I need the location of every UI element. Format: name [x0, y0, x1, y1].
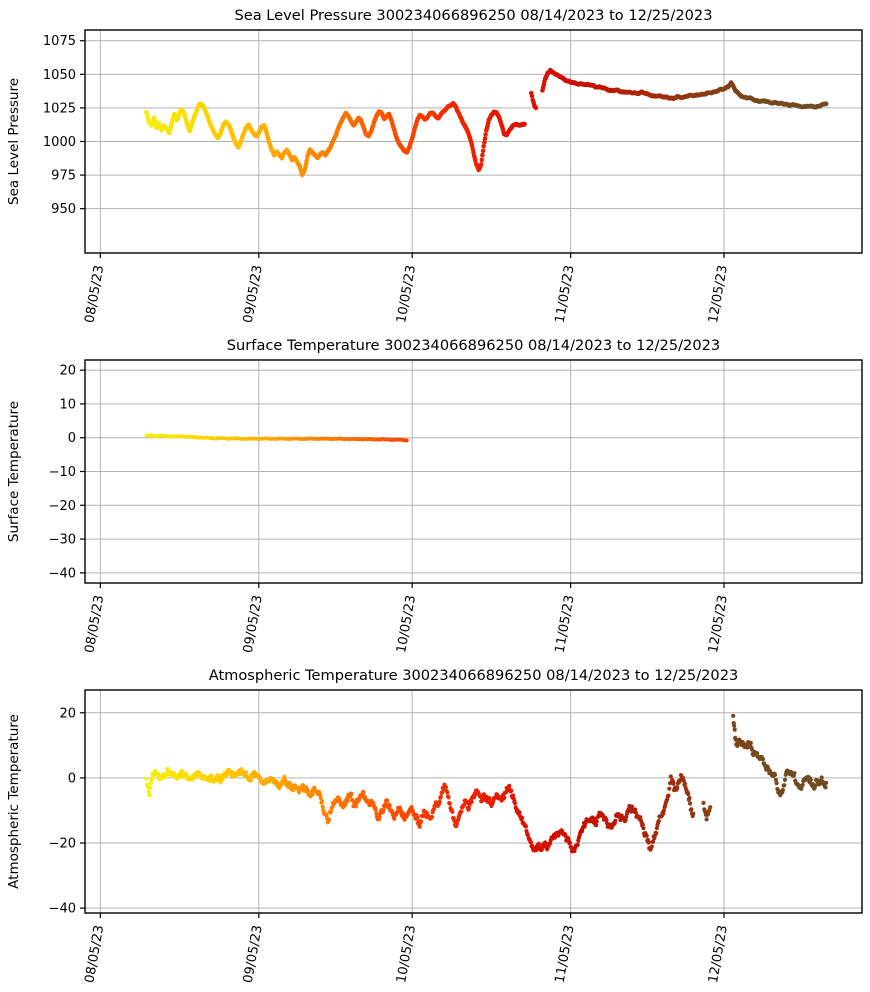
y-tick-label: −10 [49, 465, 76, 480]
y-tick-label: −20 [49, 837, 76, 852]
chart-background [0, 0, 870, 330]
sea-level-pressure-title: Sea Level Pressure 300234066896250 08/14… [234, 7, 712, 24]
y-tick-label: 10 [59, 397, 76, 412]
y-tick-label: 0 [68, 771, 76, 786]
y-tick-label: 975 [51, 169, 76, 184]
chart-background [0, 330, 870, 660]
gridlines [85, 30, 862, 253]
y-tick-label: 0 [68, 431, 76, 446]
y-tick-label: 20 [59, 706, 76, 721]
chart-background [0, 660, 870, 992]
gridlines [85, 690, 862, 913]
gridlines [85, 360, 862, 583]
y-tick-label: 1025 [43, 101, 76, 116]
y-tick-label: 1075 [43, 34, 76, 49]
y-tick-label: −30 [49, 533, 76, 548]
surface-temperature-ylabel: Surface Temperature [6, 401, 22, 542]
atmospheric-temperature-series [144, 713, 829, 854]
y-tick-label: 20 [59, 364, 76, 379]
y-tick-label: 1000 [43, 135, 76, 150]
y-tick-label: −20 [49, 499, 76, 514]
y-tick-label: 1050 [43, 68, 76, 83]
surface-temperature-series [144, 433, 409, 443]
y-tick-label: −40 [49, 902, 76, 917]
atmospheric-temperature-figure: 20 0 −20 −40 08/05/23 09/05/23 10/05/23 11/05/2… [0, 660, 870, 992]
surface-temperature-figure: 20 10 0 −10 −20 −30 −40 08/05/23 09/05/23 10/05/2… [0, 330, 870, 660]
surface-temperature-title: Surface Temperature 300234066896250 08/1… [227, 337, 720, 354]
atmospheric-temperature-title: Atmospheric Temperature 300234066896250 … [209, 667, 739, 684]
sea-level-pressure-ylabel: Sea Level Pressure [6, 78, 22, 205]
sea-level-pressure-figure: 950 975 1000 1025 1050 1075 08/05/23 09/05/23 10… [0, 0, 870, 330]
atmospheric-temperature-ylabel: Atmospheric Temperature [6, 714, 22, 889]
y-tick-label: −40 [49, 566, 76, 581]
sea-level-pressure-series [144, 68, 829, 178]
y-tick-label: 950 [51, 202, 76, 217]
plot-area-border [84, 689, 863, 914]
